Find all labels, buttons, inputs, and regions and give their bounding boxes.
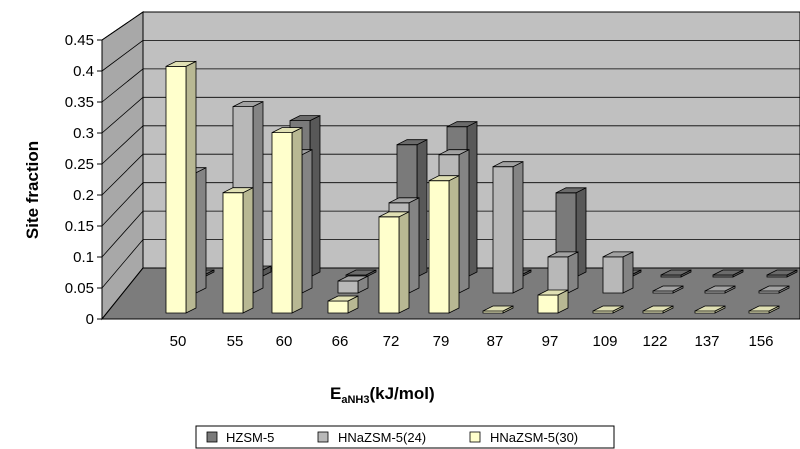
- legend-swatch-hnazsm5-24: [317, 431, 329, 443]
- y-tick-label: 0.4: [73, 63, 94, 80]
- gridline: [101, 125, 800, 165]
- bar: [482, 305, 514, 314]
- legend-box: [195, 425, 615, 449]
- y-tick-label: 0.05: [65, 280, 94, 297]
- y-tick-label: 0: [86, 311, 94, 328]
- gridline: [101, 11, 800, 41]
- bar: [222, 187, 254, 314]
- x-tick-label: 50: [170, 333, 187, 350]
- bar: [652, 285, 684, 294]
- gridline: [101, 68, 800, 103]
- bar: [660, 269, 692, 278]
- legend-label-hnazsm5-24: HNaZSM-5(24): [338, 430, 426, 445]
- bar: [547, 251, 579, 294]
- x-axis-label-unit: (kJ/mol): [369, 384, 434, 403]
- gridline: [101, 182, 800, 227]
- y-tick-label: 0.15: [65, 218, 94, 235]
- gridline: [101, 40, 800, 72]
- x-axis-label-main: E: [330, 384, 341, 403]
- x-tick-label: 79: [433, 333, 450, 350]
- bar: [271, 126, 303, 314]
- bar: [758, 285, 790, 294]
- bar: [602, 251, 634, 294]
- bar: [704, 285, 736, 294]
- x-tick-label: 66: [332, 333, 349, 350]
- gridline: [101, 96, 800, 134]
- x-tick-label: 97: [542, 333, 559, 350]
- bar: [378, 211, 410, 314]
- legend-swatch-hnazsm5-30: [469, 431, 481, 443]
- y-tick-label: 0.2: [73, 187, 94, 204]
- x-axis-label: EaNH3(kJ/mol): [330, 384, 435, 406]
- x-tick-label: 156: [748, 333, 773, 350]
- bar: [337, 275, 369, 294]
- y-tick-label: 0.25: [65, 156, 94, 173]
- x-tick-label: 122: [642, 333, 667, 350]
- bar: [642, 305, 674, 314]
- y-tick-label: 0.3: [73, 125, 94, 142]
- bar: [748, 305, 780, 314]
- legend-label-hnazsm5-30: HNaZSM-5(30): [490, 430, 578, 445]
- bars: [165, 60, 798, 314]
- bar: [766, 269, 798, 278]
- side-wall: [101, 11, 144, 321]
- x-tick-label: 87: [487, 333, 504, 350]
- legend-label-hzsm5: HZSM-5: [226, 430, 274, 445]
- y-tick-label: 0.1: [73, 249, 94, 266]
- legend-swatch-hzsm5: [206, 431, 218, 443]
- bar: [537, 289, 569, 314]
- bar: [165, 60, 197, 314]
- y-axis-ticks: 0 0.05 0.1 0.15 0.2 0.25 0.3 0.35 0.4 0.45: [65, 32, 102, 328]
- y-tick-label: 0.35: [65, 94, 94, 111]
- legend: HZSM-5 HNaZSM-5(24) HNaZSM-5(30): [195, 425, 615, 449]
- bar: [694, 305, 726, 314]
- bar: [712, 269, 744, 278]
- bar: [492, 161, 524, 294]
- x-tick-label: 60: [276, 333, 293, 350]
- x-tick-label: 72: [383, 333, 400, 350]
- x-axis-label-sub: aNH3: [341, 394, 369, 406]
- x-tick-label: 55: [227, 333, 244, 350]
- bar: [592, 305, 624, 314]
- x-tick-label: 137: [694, 333, 719, 350]
- y-tick-label: 0.45: [65, 32, 94, 49]
- bar: [428, 175, 460, 314]
- gridline: [101, 153, 800, 196]
- bar: [327, 295, 359, 314]
- y-axis-label: Site fraction: [23, 141, 42, 239]
- gridlines: [101, 11, 800, 289]
- x-tick-label: 109: [592, 333, 617, 350]
- x-axis-ticks: 50 55 60 66 72 79 87 97 109 122 137 156: [170, 333, 774, 350]
